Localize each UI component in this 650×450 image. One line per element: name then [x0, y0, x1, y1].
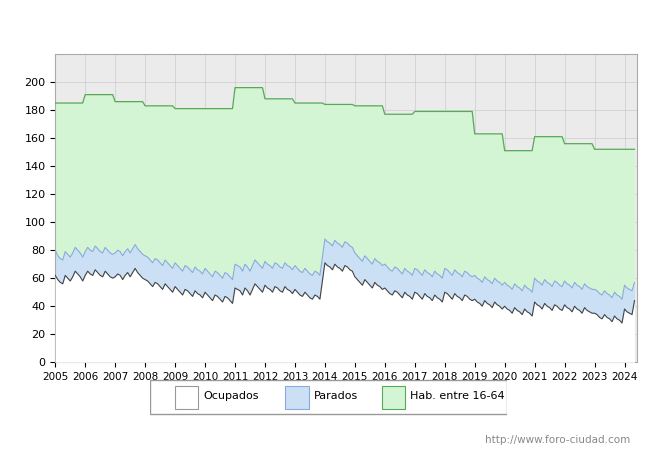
Bar: [174, 386, 198, 409]
Bar: [285, 386, 309, 409]
Text: Ocupados: Ocupados: [203, 392, 259, 401]
Text: http://www.foro-ciudad.com: http://www.foro-ciudad.com: [486, 435, 630, 445]
Text: Parados: Parados: [314, 392, 358, 401]
Bar: [382, 386, 405, 409]
FancyBboxPatch shape: [150, 380, 507, 414]
Text: Benizalón - Evolucion de la poblacion en edad de Trabajar Mayo de 2024: Benizalón - Evolucion de la poblacion en…: [83, 17, 567, 30]
Text: Hab. entre 16-64: Hab. entre 16-64: [411, 392, 505, 401]
